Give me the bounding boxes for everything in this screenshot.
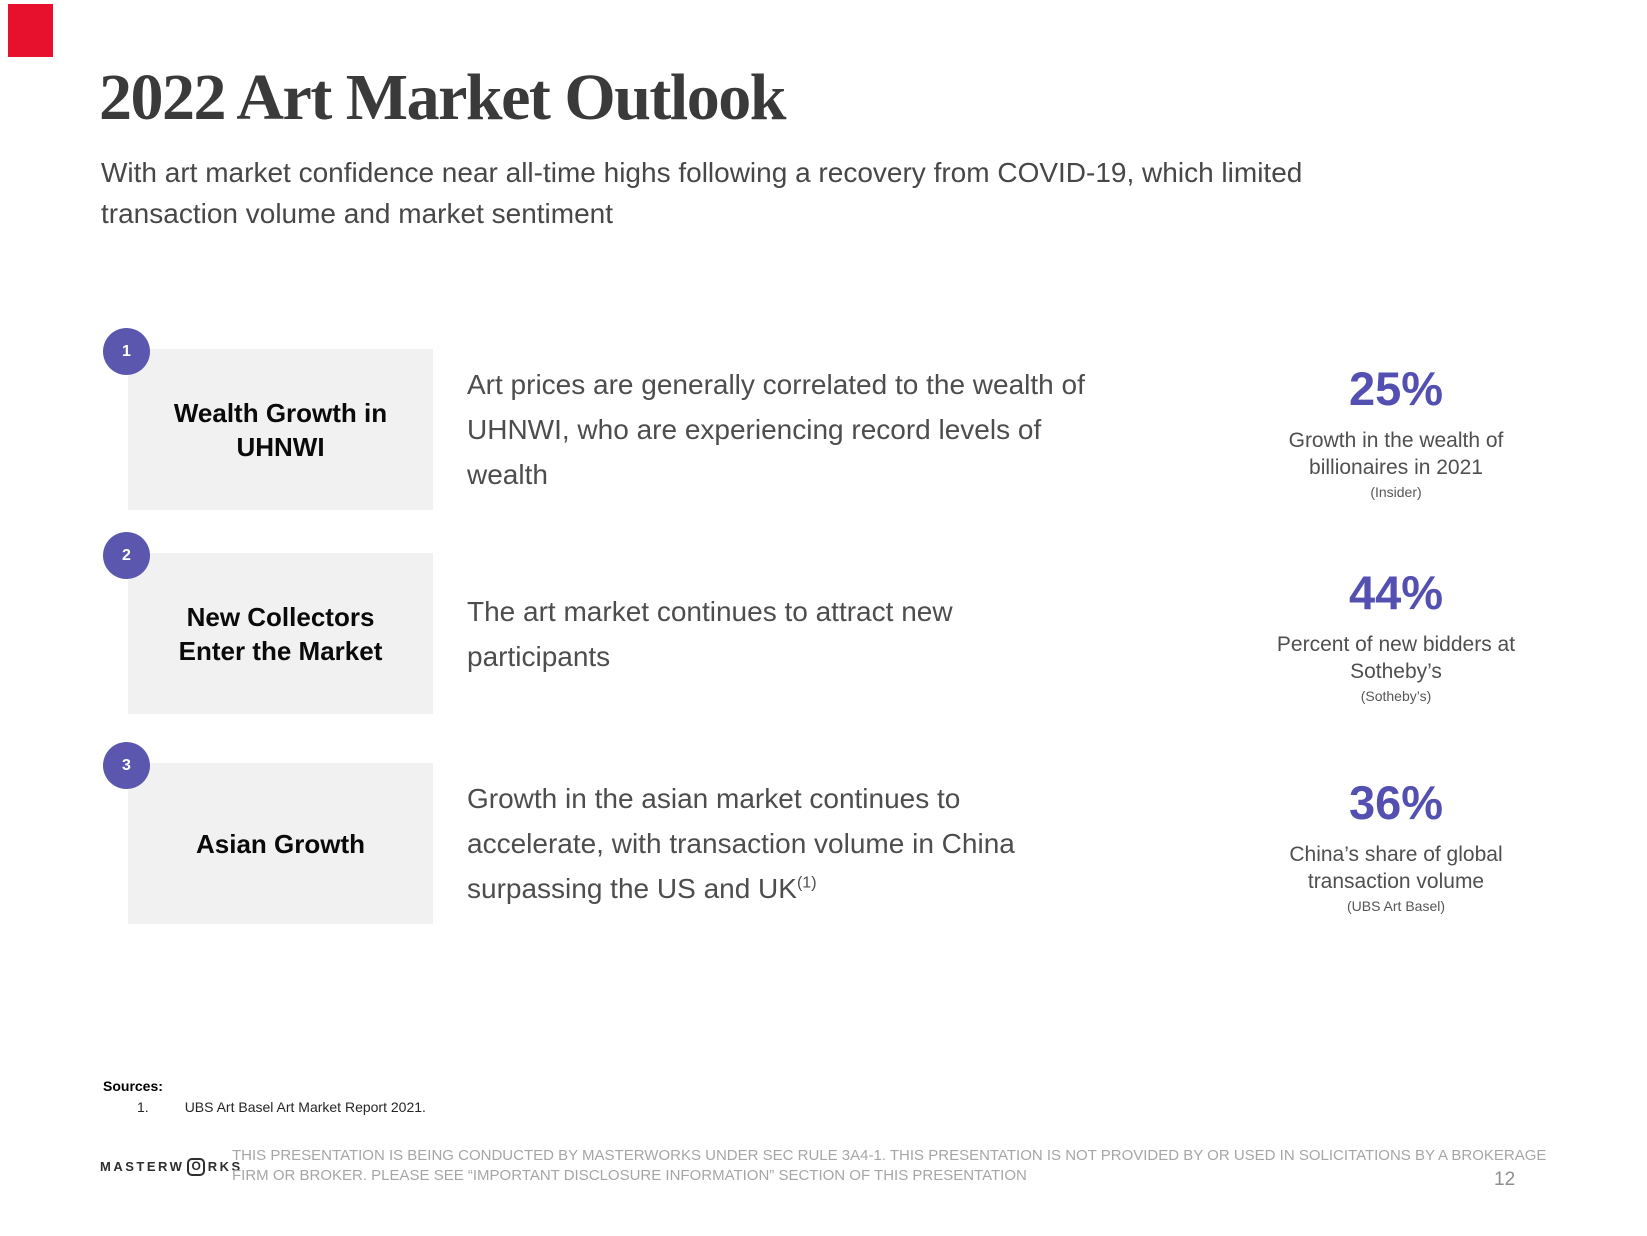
footnote-reference: (1) bbox=[796, 874, 817, 892]
outlook-row-wealth-growth: 1 Wealth Growth in UHNWI Art prices are … bbox=[0, 328, 1647, 510]
masterworks-logo: MASTERW O RKS bbox=[100, 1158, 243, 1176]
step-3-badge: 3 bbox=[103, 742, 150, 789]
sources-block: Sources: 1. UBS Art Basel Art Market Repo… bbox=[103, 1078, 426, 1115]
description-line: participants bbox=[467, 640, 611, 672]
page-number: 12 bbox=[1494, 1169, 1516, 1190]
stat-value: 25% bbox=[1348, 362, 1444, 415]
description-line: The art market continues to attract new bbox=[467, 595, 953, 627]
stat-caption-line: Percent of new bidders at bbox=[1276, 632, 1516, 656]
topic-label-line: Enter the Market bbox=[178, 635, 383, 666]
stat-source: (Insider) bbox=[1370, 483, 1422, 500]
description-line: surpassing the US and UK(1) bbox=[467, 866, 1015, 911]
stat-value: 44% bbox=[1348, 566, 1444, 619]
stat-block-bidders: 44% Percent of new bidders at Sotheby’s … bbox=[1256, 567, 1536, 704]
subtitle-line: transaction volume and market sentiment bbox=[101, 198, 614, 229]
stat-value: 36% bbox=[1348, 776, 1444, 829]
red-corner-marker bbox=[8, 4, 53, 57]
outlook-row-new-collectors: 2 New Collectors Enter the Market The ar… bbox=[0, 532, 1647, 714]
step-1-badge: 1 bbox=[103, 328, 150, 375]
stat-source: (UBS Art Basel) bbox=[1346, 897, 1446, 914]
subtitle-line: With art market confidence near all-time… bbox=[101, 157, 1303, 188]
topic-label-box: New Collectors Enter the Market bbox=[128, 553, 433, 714]
logo-text-suffix: RKS bbox=[207, 1159, 243, 1175]
sources-heading: Sources: bbox=[103, 1078, 163, 1094]
description-line: Growth in the asian market continues to bbox=[467, 783, 961, 814]
stat-caption-line: billionaires in 2021 bbox=[1309, 455, 1483, 479]
stat-block-china: 36% China’s share of global transaction … bbox=[1256, 777, 1536, 914]
disclaimer-line: THIS PRESENTATION IS BEING CONDUCTED BY … bbox=[232, 1147, 1547, 1164]
topic-label-line: UHNWI bbox=[236, 431, 325, 462]
stat-caption: Growth in the wealth of billionaires in … bbox=[1256, 427, 1536, 481]
stat-source: (Sotheby’s) bbox=[1360, 687, 1432, 704]
topic-label-box: Asian Growth bbox=[128, 763, 433, 924]
topic-description: The art market continues to attract new … bbox=[467, 553, 1207, 714]
stat-caption: China’s share of global transaction volu… bbox=[1256, 841, 1536, 895]
stat-caption-line: China’s share of global bbox=[1289, 842, 1503, 866]
topic-label-line: Asian Growth bbox=[195, 828, 365, 859]
disclaimer-line: FIRM OR BROKER. PLEASE SEE “IMPORTANT DI… bbox=[232, 1167, 1027, 1184]
topic-description: Growth in the asian market continues to … bbox=[467, 763, 1207, 924]
logo-text-prefix: MASTERW bbox=[100, 1159, 185, 1175]
topic-label-line: New Collectors bbox=[186, 601, 375, 632]
description-line: Art prices are generally correlated to t… bbox=[467, 369, 1085, 400]
description-line: accelerate, with transaction volume in C… bbox=[467, 828, 1015, 859]
stat-caption: Percent of new bidders at Sotheby’s bbox=[1256, 631, 1536, 685]
step-2-badge: 2 bbox=[103, 532, 150, 579]
description-line: UHNWI, who are experiencing record level… bbox=[467, 414, 1042, 445]
description-line: wealth bbox=[467, 459, 548, 490]
stat-block-wealth: 25% Growth in the wealth of billionaires… bbox=[1256, 363, 1536, 500]
page-title: 2022 Art Market Outlook bbox=[99, 61, 786, 134]
legal-disclaimer: THIS PRESENTATION IS BEING CONDUCTED BY … bbox=[232, 1146, 1632, 1186]
sources-item: 1. UBS Art Basel Art Market Report 2021. bbox=[103, 1099, 426, 1115]
source-text: UBS Art Basel Art Market Report 2021. bbox=[184, 1099, 426, 1115]
source-index: 1. bbox=[137, 1099, 149, 1115]
page-subtitle: With art market confidence near all-time… bbox=[101, 152, 1302, 234]
topic-description: Art prices are generally correlated to t… bbox=[467, 349, 1207, 510]
outlook-row-asian-growth: 3 Asian Growth Growth in the asian marke… bbox=[0, 742, 1647, 924]
topic-label-box: Wealth Growth in UHNWI bbox=[128, 349, 433, 510]
stat-caption-line: Growth in the wealth of bbox=[1288, 428, 1504, 452]
stat-caption-line: Sotheby’s bbox=[1350, 659, 1442, 683]
topic-label-line: Wealth Growth in bbox=[173, 397, 388, 428]
stat-caption-line: transaction volume bbox=[1307, 869, 1485, 893]
description-text: surpassing the US and UK bbox=[467, 873, 797, 904]
masterworks-logo-o-icon: O bbox=[187, 1158, 205, 1176]
